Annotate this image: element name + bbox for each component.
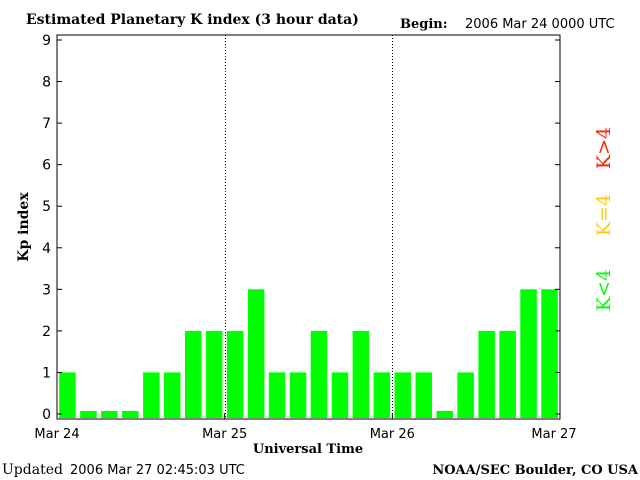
- bars-group: [59, 289, 558, 418]
- kp-bar: [415, 372, 432, 418]
- kp-bar: [478, 330, 495, 418]
- y-tick-label: 3: [42, 282, 51, 298]
- y-tick-label: 2: [42, 324, 51, 340]
- kp-bar: [164, 372, 181, 418]
- x-tick-label: Mar 24: [34, 427, 79, 442]
- kp-bar: [457, 372, 474, 418]
- kp-bar: [101, 411, 118, 418]
- kp-bar: [205, 330, 223, 418]
- kp-bar: [289, 372, 307, 418]
- kp-bar: [352, 330, 370, 418]
- y-tick-label: 7: [42, 116, 51, 132]
- y-tick-label: 5: [42, 199, 51, 215]
- y-tick-label: 1: [42, 365, 51, 381]
- kp-bar: [310, 330, 328, 418]
- updated-value: 2006 Mar 27 02:45:03 UTC: [70, 463, 245, 478]
- kp-bar: [331, 372, 349, 418]
- kp-bar: [394, 372, 412, 418]
- kp-bar: [499, 330, 516, 418]
- day-dividers: [225, 35, 393, 419]
- kp-bar: [80, 411, 97, 418]
- kp-bar: [122, 411, 139, 418]
- kp-bar: [143, 372, 160, 418]
- legend-k-gt-4: K>4: [593, 127, 615, 169]
- y-tick-label: 6: [42, 158, 51, 174]
- kp-bar: [373, 372, 391, 418]
- y-tick-label: 9: [42, 33, 51, 49]
- y-axis-label: Kp index: [16, 192, 32, 262]
- chart-title: Estimated Planetary K index (3 hour data…: [26, 12, 359, 28]
- x-tick-label: Mar 27: [531, 427, 576, 442]
- kp-bar: [436, 411, 453, 418]
- kp-bar: [59, 372, 76, 418]
- kp-bar: [541, 289, 558, 418]
- x-axis-label: Universal Time: [253, 442, 363, 457]
- y-tick-label: 4: [42, 241, 51, 257]
- x-axis-ticks: Mar 24 Mar 25 Mar 26 Mar 27: [34, 413, 577, 442]
- kp-bar: [185, 330, 202, 418]
- y-tick-label: 0: [42, 407, 51, 423]
- kp-bar: [268, 372, 286, 418]
- kp-bar: [247, 289, 265, 418]
- updated-label: Updated: [2, 462, 63, 478]
- plot-frame: [56, 34, 561, 420]
- x-tick-label: Mar 26: [370, 427, 415, 442]
- begin-label: Begin:: [400, 17, 448, 32]
- y-axis-ticks: 0 1 2 3 4 5 6 7 8 9: [42, 33, 560, 423]
- begin-value: 2006 Mar 24 0000 UTC: [465, 17, 615, 32]
- kp-bar: [226, 330, 244, 418]
- kp-bar: [520, 289, 537, 418]
- legend-k-lt-4: K<4: [593, 269, 615, 311]
- y-tick-label: 8: [42, 75, 51, 91]
- source-credit: NOAA/SEC Boulder, CO USA: [432, 463, 639, 478]
- legend-k-eq-4: K=4: [593, 194, 615, 236]
- x-tick-label: Mar 25: [202, 427, 247, 442]
